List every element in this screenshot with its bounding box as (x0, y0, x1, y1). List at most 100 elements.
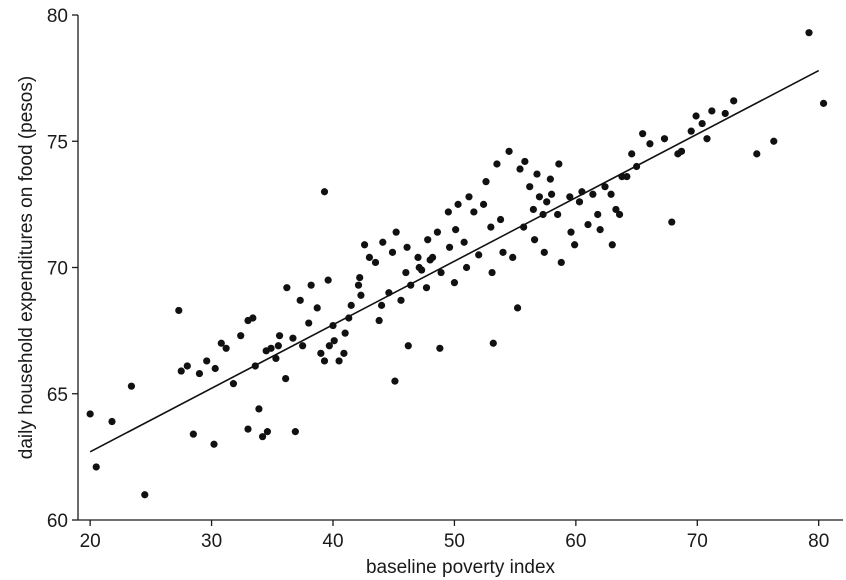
scatter-point (708, 107, 716, 115)
scatter-point (475, 251, 483, 259)
scatter-point (244, 425, 252, 433)
scatter-point (445, 243, 454, 251)
scatter-point (92, 463, 100, 471)
scatter-point (325, 342, 333, 350)
scatter-point (211, 364, 219, 373)
scatter-point (436, 344, 444, 352)
x-tick-label: 20 (80, 531, 101, 552)
scatter-point (493, 160, 501, 168)
scatter-point (222, 344, 230, 352)
scatter-point (414, 253, 422, 261)
scatter-point (183, 362, 191, 370)
scatter-point (175, 306, 183, 315)
scatter-point (566, 193, 574, 201)
scatter-point (535, 193, 544, 201)
scatter-point (360, 241, 369, 249)
scatter-point (721, 109, 729, 118)
scatter-point (307, 281, 315, 289)
scatter-point (86, 410, 94, 418)
scatter-point (391, 377, 399, 385)
scatter-point (460, 238, 468, 246)
scatter-point (513, 304, 522, 312)
y-tick-label: 80 (47, 6, 68, 27)
scatter-point (462, 263, 471, 272)
scatter-point (452, 226, 460, 234)
scatter-point (329, 321, 337, 330)
scatter-point (347, 301, 355, 309)
scatter-point (753, 150, 761, 158)
x-tick-label: 40 (322, 531, 343, 552)
scatter-point (612, 205, 620, 214)
scatter-point (313, 304, 321, 312)
y-tick-label: 65 (47, 385, 68, 406)
scatter-point (340, 349, 348, 357)
scatter-point (282, 375, 290, 383)
scatter-point (108, 417, 116, 426)
points-layer (86, 29, 828, 499)
scatter-point (195, 369, 204, 378)
scatter-point (578, 188, 586, 196)
scatter-point (692, 112, 700, 120)
scatter-point (379, 238, 387, 246)
scatter-point (433, 228, 442, 236)
scatter-point (584, 220, 592, 229)
scatter-point (482, 178, 490, 186)
scatter-point (530, 236, 539, 244)
scatter-point (275, 332, 284, 340)
trend-line-layer (89, 69, 820, 453)
scatter-point (615, 210, 624, 219)
scatter-point (639, 130, 647, 138)
scatter-point (141, 491, 149, 499)
scatter-point (499, 248, 507, 256)
scatter-point (341, 329, 349, 337)
scatter-point (177, 367, 185, 375)
y-tick-label: 75 (47, 132, 68, 153)
scatter-point (660, 135, 669, 143)
y-tick-label: 60 (47, 511, 68, 532)
scatter-point (392, 228, 400, 236)
scatter-point (375, 316, 383, 325)
scatter-point (345, 314, 353, 322)
scatter-point (299, 342, 307, 350)
scatter-point (404, 342, 412, 350)
scatter-point (237, 332, 245, 340)
scatter-point (546, 175, 554, 183)
y-axis-title: daily household expenditures on food (pe… (16, 76, 37, 459)
scatter-point (465, 193, 473, 201)
scatter-point (377, 301, 386, 309)
x-tick-label: 60 (565, 531, 586, 552)
scatter-point (385, 289, 393, 297)
scatter-point (575, 198, 584, 206)
scatter-point (217, 339, 225, 347)
scatter-point (305, 319, 313, 327)
scatter-point (533, 170, 541, 178)
scatter-point (330, 337, 338, 345)
scatter-point (730, 97, 738, 105)
scatter-point (540, 248, 548, 256)
scatter-point (496, 215, 505, 224)
scatter-point (317, 349, 325, 357)
scatter-point (274, 342, 282, 350)
scatter-point (415, 263, 423, 272)
scatter-point (263, 428, 272, 436)
x-tick-label: 80 (808, 531, 829, 552)
scatter-point (703, 135, 711, 143)
x-tick-label: 30 (201, 531, 222, 552)
scatter-point (539, 210, 547, 219)
scatter-point (698, 119, 706, 128)
scatter-point (407, 281, 415, 289)
x-tick-label: 50 (444, 531, 465, 552)
scatter-point (424, 236, 432, 244)
scatter-point (470, 208, 478, 216)
scatter-point (505, 147, 513, 155)
scatter-point (291, 428, 299, 436)
y-ticks: 60 65 70 75 80 (47, 6, 78, 532)
scatter-point (516, 165, 524, 173)
scatter-point (479, 200, 488, 208)
scatter-point (618, 173, 626, 181)
scatter-point (543, 198, 551, 206)
scatter-point (210, 440, 218, 448)
scatter-point (229, 380, 238, 388)
scatter-point (668, 218, 676, 226)
x-ticks: 20 30 40 50 60 70 80 (80, 520, 829, 552)
